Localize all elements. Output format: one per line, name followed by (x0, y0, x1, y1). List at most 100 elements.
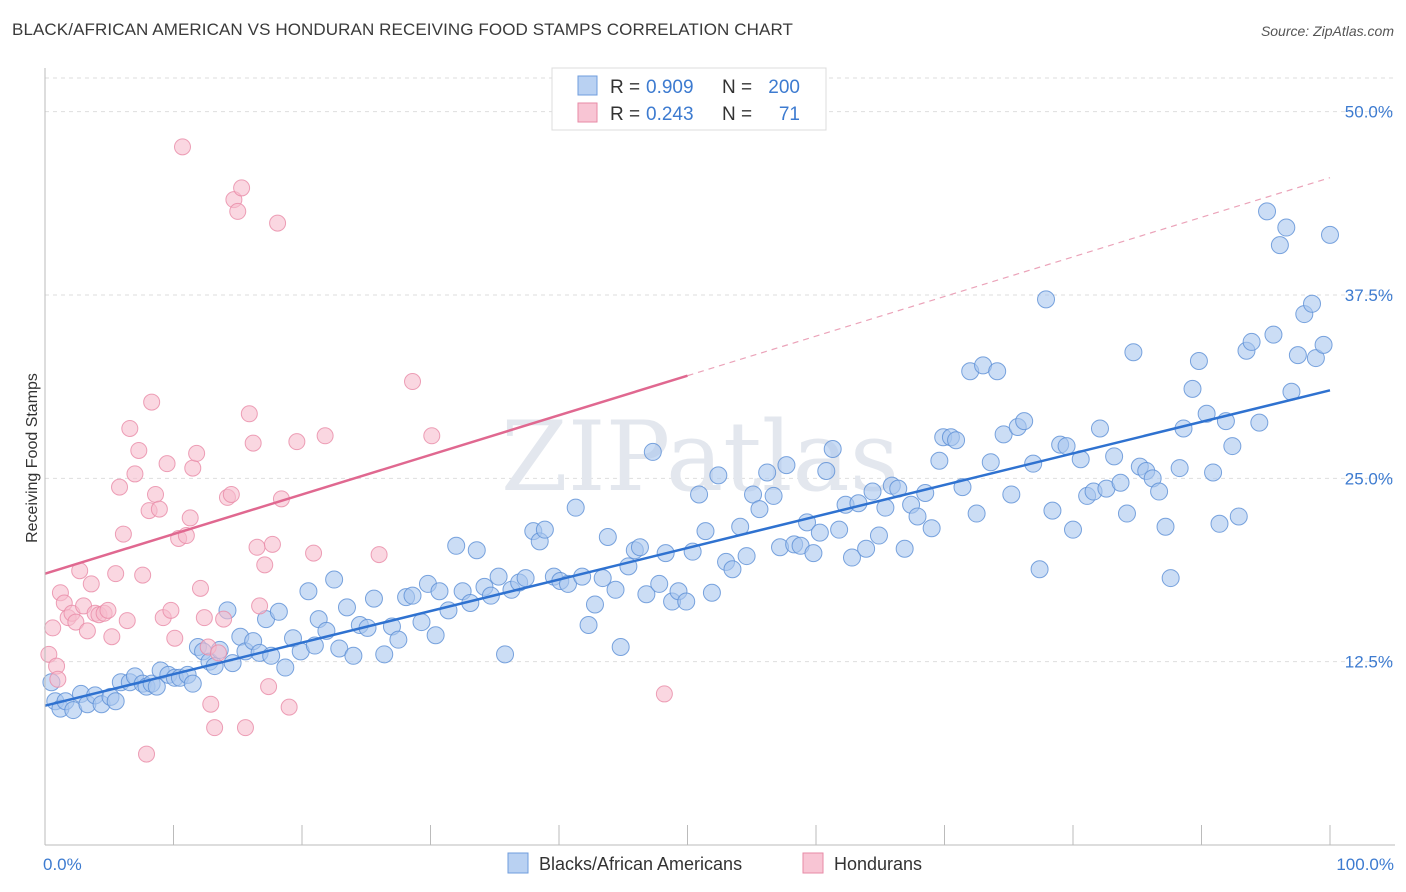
blacks-point-41 (299, 582, 318, 601)
honduran-point-52 (236, 719, 254, 737)
blacks-point-107 (750, 500, 769, 519)
trend-line-blacks (44, 389, 1331, 707)
x-tick-label-min: 0.0% (43, 855, 82, 874)
chart-title: BLACK/AFRICAN AMERICAN VS HONDURAN RECEI… (12, 20, 794, 39)
blacks-point-46 (330, 639, 349, 658)
blacks-point-193 (1321, 225, 1339, 244)
blacks-point-168 (1156, 517, 1175, 536)
legend-r-label-1: R = (610, 77, 640, 98)
honduran-point-68 (423, 427, 441, 445)
stats-legend: R = 0.909 N = 200 R = 0.243 N = 71 (551, 67, 827, 131)
blacks-point-108 (758, 463, 777, 482)
honduran-point-17 (107, 565, 125, 583)
blacks-point-137 (947, 431, 966, 450)
blacks-point-10 (106, 692, 125, 711)
series-hondurans-points (40, 138, 673, 763)
axes (44, 68, 1395, 846)
blacks-point-129 (895, 539, 914, 558)
honduran-point-29 (150, 500, 168, 518)
blacks-point-183 (1258, 202, 1277, 221)
blacks-point-116 (810, 523, 829, 542)
honduran-point-48 (222, 485, 240, 503)
y-tick-label-2: 37.5% (1345, 286, 1393, 305)
y-tick-label-3: 50.0% (1345, 103, 1393, 122)
blacks-point-185 (1270, 236, 1289, 255)
honduran-point-25 (138, 745, 156, 763)
blacks-point-191 (1306, 349, 1325, 368)
trend-line-hondurans-extrapolated (687, 177, 1331, 377)
blacks-point-161 (1111, 473, 1130, 492)
honduran-point-69 (655, 685, 673, 703)
bottom-legend-swatch-pink (802, 852, 824, 874)
blacks-point-38 (276, 658, 295, 677)
blacks-point-47 (337, 598, 356, 617)
y-tick-label-1: 25.0% (1345, 469, 1393, 488)
blacks-point-62 (447, 536, 466, 555)
honduran-point-55 (248, 538, 266, 556)
blacks-point-54 (389, 630, 408, 649)
bottom-legend-label-blue: Blacks/African Americans (539, 854, 742, 874)
blacks-point-125 (869, 526, 888, 545)
blacks-point-144 (994, 425, 1013, 444)
blacks-point-37 (269, 602, 288, 621)
honduran-point-41 (195, 609, 213, 627)
honduran-point-1 (44, 619, 62, 637)
blacks-point-101 (709, 466, 728, 485)
blacks-point-105 (737, 547, 756, 566)
honduran-point-54 (244, 434, 262, 452)
honduran-point-32 (162, 601, 180, 619)
blacks-point-118 (823, 440, 842, 458)
honduran-point-39 (188, 444, 206, 462)
blacks-point-89 (630, 538, 649, 557)
blacks-point-39 (284, 629, 303, 648)
blacks-point-103 (723, 560, 742, 579)
honduran-point-28 (147, 485, 165, 503)
blacks-point-133 (922, 519, 941, 538)
blacks-point-72 (516, 569, 535, 588)
blacks-point-119 (830, 520, 849, 539)
blacks-point-52 (375, 645, 394, 664)
blacks-point-163 (1124, 343, 1143, 362)
bottom-legend-swatch-blue (507, 852, 529, 874)
honduran-point-15 (99, 601, 117, 619)
honduran-point-51 (233, 179, 251, 197)
honduran-point-46 (215, 610, 233, 628)
honduran-point-10 (78, 622, 96, 640)
honduran-point-22 (126, 465, 144, 483)
honduran-point-53 (240, 405, 258, 423)
blacks-point-178 (1223, 437, 1242, 456)
honduran-point-59 (263, 535, 281, 553)
blacks-point-81 (579, 616, 598, 634)
honduran-point-66 (370, 546, 388, 564)
honduran-point-18 (111, 478, 129, 496)
blacks-point-184 (1264, 325, 1283, 344)
blacks-point-145 (1002, 485, 1021, 504)
honduran-point-20 (118, 612, 136, 630)
honduran-point-16 (103, 628, 121, 646)
honduran-point-58 (260, 678, 278, 696)
blacks-point-91 (643, 442, 662, 461)
blacks-point-162 (1117, 504, 1136, 523)
y-tick-labels: 12.5% 25.0% 37.5% 50.0% (1345, 103, 1393, 672)
blacks-point-170 (1170, 459, 1189, 478)
blacks-point-134 (930, 451, 949, 470)
legend-n-label-2: N = (722, 104, 752, 125)
blacks-point-147 (1015, 412, 1034, 431)
blacks-point-51 (364, 589, 383, 608)
blacks-point-179 (1229, 507, 1248, 526)
blacks-point-172 (1183, 379, 1202, 398)
blacks-point-78 (558, 574, 577, 593)
blacks-point-56 (403, 586, 422, 605)
blacks-point-150 (1037, 290, 1056, 309)
legend-r-value-1: 0.909 (646, 77, 694, 98)
blacks-point-124 (863, 482, 882, 501)
blacks-point-169 (1161, 569, 1180, 588)
legend-r-value-2: 0.243 (646, 104, 694, 125)
blacks-point-68 (489, 567, 508, 586)
honduran-point-21 (121, 419, 139, 437)
blacks-point-100 (702, 583, 721, 602)
honduran-point-64 (305, 544, 323, 562)
blacks-point-176 (1210, 514, 1229, 533)
blacks-point-154 (1064, 520, 1082, 539)
honduran-point-65 (316, 427, 334, 445)
